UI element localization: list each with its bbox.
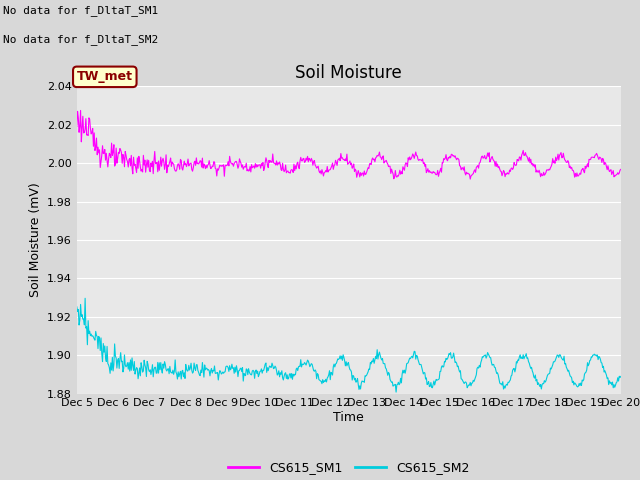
CS615_SM2 [417,361,424,367]
CS615_SM1 [223,162,231,168]
CS615_SM2 [617,373,625,379]
CS615_SM1 [140,153,147,158]
Text: TW_met: TW_met [77,71,133,84]
Title: Soil Moisture: Soil Moisture [296,64,402,82]
CS615_SM2 [73,304,81,310]
CS615_SM1 [84,132,92,137]
CS615_SM2 [195,370,202,375]
CS615_SM1 [467,176,474,182]
Text: No data for f_DltaT_SM2: No data for f_DltaT_SM2 [3,34,159,45]
CS615_SM1 [73,123,81,129]
CS615_SM1 [416,156,424,162]
CS615_SM1 [617,167,625,172]
CS615_SM2 [84,342,92,348]
CS615_SM2 [392,389,400,395]
Text: No data for f_DltaT_SM1: No data for f_DltaT_SM1 [3,5,159,16]
CS615_SM1 [431,171,439,177]
CS615_SM2 [433,376,440,382]
CS615_SM1 [77,108,84,113]
Y-axis label: Soil Moisture (mV): Soil Moisture (mV) [29,182,42,298]
CS615_SM2 [140,368,147,373]
X-axis label: Time: Time [333,411,364,424]
CS615_SM2 [81,295,89,301]
CS615_SM1 [195,161,202,167]
Line: CS615_SM2: CS615_SM2 [77,298,621,392]
Legend: CS615_SM1, CS615_SM2: CS615_SM1, CS615_SM2 [223,456,475,480]
Line: CS615_SM1: CS615_SM1 [77,110,621,179]
CS615_SM2 [223,363,231,369]
